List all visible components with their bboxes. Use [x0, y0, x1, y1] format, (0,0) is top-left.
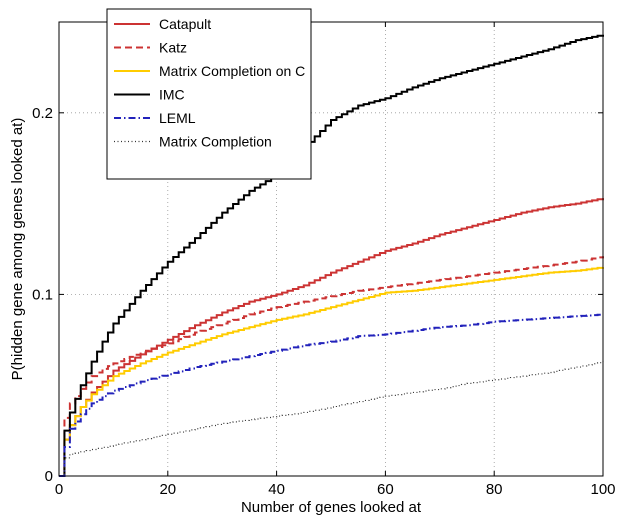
series-line-leml [59, 313, 604, 477]
x-tick-label: 40 [268, 481, 285, 498]
series-line-katz [59, 256, 604, 477]
legend-label: Katz [159, 40, 187, 56]
x-tick-label: 20 [159, 481, 176, 498]
legend-label: Catapult [159, 16, 211, 32]
y-tick-label: 0 [45, 468, 53, 485]
series-line-catapult [59, 198, 604, 477]
legend-label: IMC [159, 87, 185, 103]
grid-lines [59, 22, 603, 476]
series-line-imc [59, 34, 604, 477]
y-tick-label: 0.2 [32, 105, 53, 122]
legend-label: Matrix Completion [159, 134, 272, 150]
x-axis-label: Number of genes looked at [241, 499, 422, 516]
legend: Catapult Katz Matrix Completion on C IMC LEM… [106, 8, 312, 180]
x-tick-label: 80 [486, 481, 503, 498]
x-tick-label: 100 [590, 481, 615, 498]
series-line-matrix-completion [59, 361, 604, 477]
legend-label: Matrix Completion on C [159, 63, 305, 79]
x-tick-label: 60 [377, 481, 394, 498]
y-axis-label: P(hidden gene among genes looked at) [9, 118, 26, 381]
plot-frame [58, 21, 604, 477]
series-layer [59, 34, 604, 477]
legend-label: LEML [159, 110, 196, 126]
ticks: 0 20 40 60 80 100 0 0.1 0.2 [32, 22, 616, 498]
y-tick-label: 0.1 [32, 286, 53, 303]
series-line-matrix-completion-on-c [59, 266, 604, 477]
x-tick-label: 0 [55, 481, 63, 498]
